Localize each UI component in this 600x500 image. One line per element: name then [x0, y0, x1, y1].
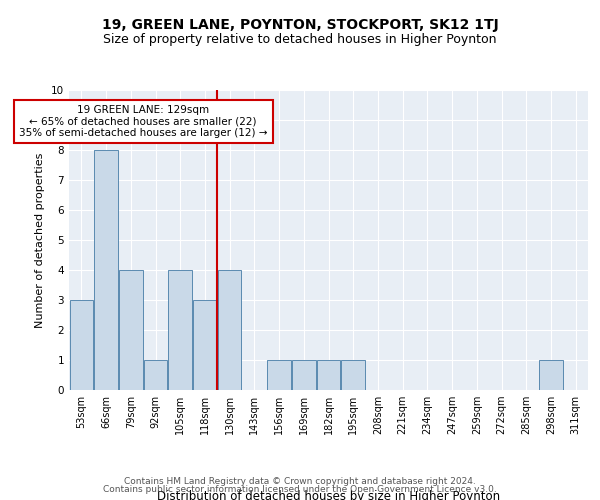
Bar — [539, 360, 563, 390]
Bar — [317, 360, 340, 390]
Bar — [341, 360, 365, 390]
Text: Size of property relative to detached houses in Higher Poynton: Size of property relative to detached ho… — [103, 32, 497, 46]
Bar — [218, 270, 241, 390]
Y-axis label: Number of detached properties: Number of detached properties — [35, 152, 46, 328]
Text: Contains public sector information licensed under the Open Government Licence v3: Contains public sector information licen… — [103, 484, 497, 494]
Bar — [292, 360, 316, 390]
Text: Contains HM Land Registry data © Crown copyright and database right 2024.: Contains HM Land Registry data © Crown c… — [124, 477, 476, 486]
Bar — [119, 270, 143, 390]
Bar — [70, 300, 93, 390]
Bar — [268, 360, 291, 390]
Bar — [144, 360, 167, 390]
Text: 19, GREEN LANE, POYNTON, STOCKPORT, SK12 1TJ: 19, GREEN LANE, POYNTON, STOCKPORT, SK12… — [101, 18, 499, 32]
Bar — [94, 150, 118, 390]
Bar — [169, 270, 192, 390]
Bar — [193, 300, 217, 390]
X-axis label: Distribution of detached houses by size in Higher Poynton: Distribution of detached houses by size … — [157, 490, 500, 500]
Text: 19 GREEN LANE: 129sqm
← 65% of detached houses are smaller (22)
35% of semi-deta: 19 GREEN LANE: 129sqm ← 65% of detached … — [19, 105, 268, 138]
